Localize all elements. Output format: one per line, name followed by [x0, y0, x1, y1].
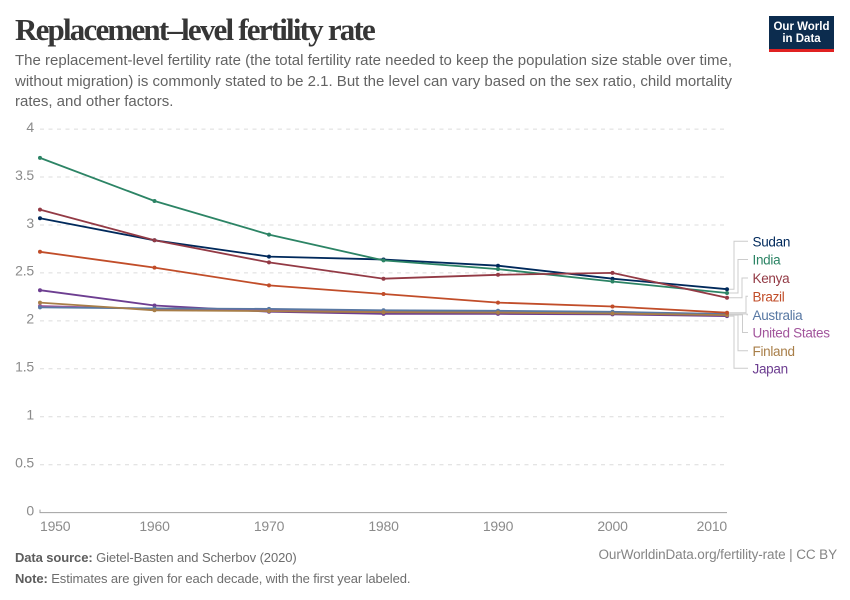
- svg-text:1.5: 1.5: [15, 359, 34, 375]
- svg-text:Finland: Finland: [753, 344, 795, 359]
- svg-text:Kenya: Kenya: [753, 271, 791, 286]
- svg-text:1980: 1980: [368, 518, 399, 534]
- svg-text:0.5: 0.5: [15, 455, 34, 471]
- svg-text:2010: 2010: [697, 518, 728, 534]
- svg-text:India: India: [753, 253, 782, 268]
- svg-text:Sudan: Sudan: [753, 235, 791, 250]
- svg-text:2.5: 2.5: [15, 263, 34, 279]
- svg-text:1: 1: [26, 407, 34, 423]
- svg-text:1950: 1950: [40, 518, 71, 534]
- svg-text:Brazil: Brazil: [753, 290, 785, 305]
- svg-text:United States: United States: [753, 326, 831, 341]
- svg-text:3: 3: [26, 215, 34, 231]
- svg-text:Japan: Japan: [753, 362, 788, 377]
- svg-text:2: 2: [26, 311, 34, 327]
- svg-text:3.5: 3.5: [15, 167, 34, 183]
- svg-text:2000: 2000: [597, 518, 628, 534]
- svg-text:0: 0: [26, 502, 34, 518]
- svg-text:1970: 1970: [254, 518, 285, 534]
- svg-text:1990: 1990: [483, 518, 514, 534]
- svg-text:4: 4: [26, 119, 34, 135]
- svg-text:1960: 1960: [139, 518, 170, 534]
- svg-text:Australia: Australia: [753, 308, 804, 323]
